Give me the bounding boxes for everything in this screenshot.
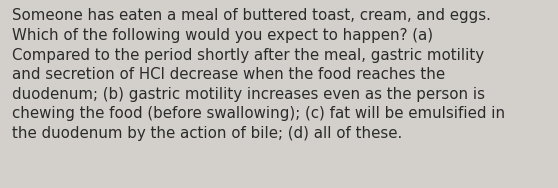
Text: Someone has eaten a meal of buttered toast, cream, and eggs.
Which of the follow: Someone has eaten a meal of buttered toa… <box>12 8 506 141</box>
